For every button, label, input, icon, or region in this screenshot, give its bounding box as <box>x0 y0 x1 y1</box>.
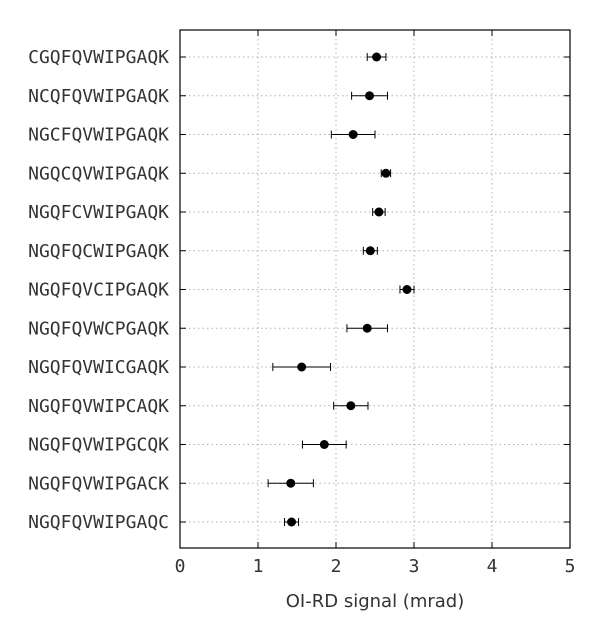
y-tick-label: NGQFQCWIPGAQK <box>28 241 169 262</box>
y-tick-label: NGQFQVWIPGCQK <box>28 435 169 456</box>
y-tick-label: NGQFQVWIPGACK <box>28 473 169 494</box>
y-tick-label: NGCFQVWIPGAQK <box>28 125 169 146</box>
x-tick-label: 4 <box>487 556 498 577</box>
data-point <box>365 246 375 256</box>
y-tick-label: NCQFQVWIPGAQK <box>28 86 169 107</box>
y-axis-ticks: CGQFQVWIPGAQK NCQFQVWIPGAQK NGCFQVWIPGAQK N… <box>28 47 570 533</box>
y-tick-label: NGQFQVCIPGAQK <box>28 280 169 301</box>
x-tick-label: 0 <box>175 556 186 577</box>
data-point <box>287 517 297 527</box>
data-point <box>319 440 329 449</box>
x-tick-label: 5 <box>565 556 576 577</box>
data-point <box>297 362 307 372</box>
y-tick-label: NGQFQVWIPCAQK <box>28 396 169 417</box>
y-tick-label: CGQFQVWIPGAQK <box>28 47 169 68</box>
y-tick-label: NGQFCVWIPGAQK <box>28 202 169 223</box>
data-markers <box>286 52 412 527</box>
data-point <box>372 52 382 62</box>
x-axis-label: OI-RD signal (mrad) <box>286 591 464 612</box>
data-point <box>381 168 391 178</box>
y-tick-label: NGQFQVWCPGAQK <box>28 318 169 339</box>
y-tick-label: NGQFQVWIPGAQC <box>28 512 169 533</box>
data-point <box>362 323 372 333</box>
data-point <box>402 285 412 294</box>
x-axis-ticks: 0 1 2 3 4 5 <box>175 30 576 577</box>
data-point <box>374 207 384 217</box>
data-point <box>346 401 356 411</box>
data-point <box>286 478 296 488</box>
data-point <box>348 130 358 139</box>
x-tick-label: 3 <box>409 556 420 577</box>
y-tick-label: NGQCQVWIPGAQK <box>28 163 169 184</box>
y-tick-label: NGQFQVWICGAQK <box>28 357 169 378</box>
x-tick-label: 1 <box>253 556 264 577</box>
data-point <box>365 91 375 101</box>
x-tick-label: 2 <box>331 556 342 577</box>
